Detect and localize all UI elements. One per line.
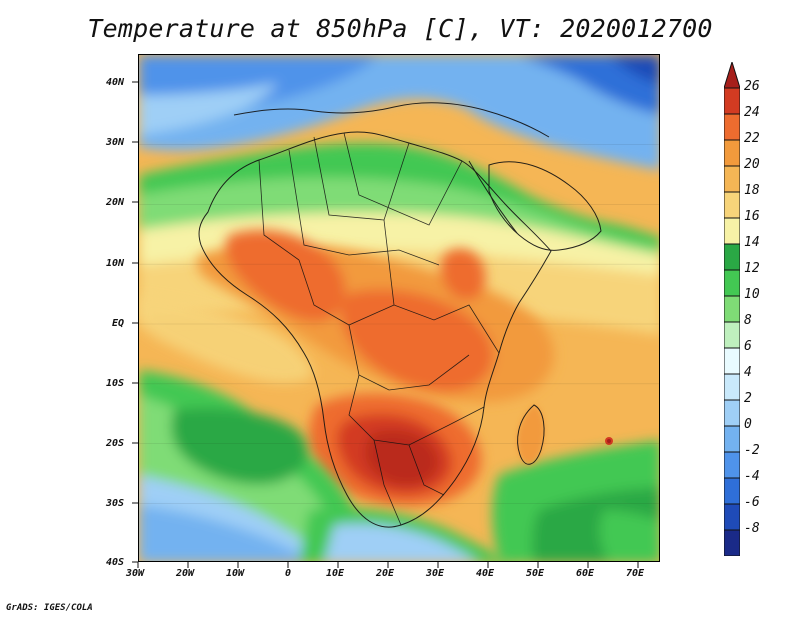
colorbar-bin-6	[724, 347, 740, 375]
colorbar-bin-24	[724, 113, 740, 141]
colorbar-label-minus4: -4	[744, 469, 760, 484]
colorbar-bin-minus4	[724, 477, 740, 505]
lat-label-40n: 40N	[106, 77, 125, 88]
lat-label-20s: 20S	[106, 438, 125, 449]
lon-label-0: 0	[285, 568, 292, 579]
colorbar-bin-20	[724, 165, 740, 193]
colorbar-bin-16	[724, 217, 740, 245]
lon-label-20w: 20W	[176, 568, 195, 579]
lon-label-20e: 20E	[376, 568, 395, 579]
colorbar-label-minus8: -8	[744, 521, 760, 536]
colorbar-label-minus6: -6	[744, 495, 760, 510]
colorbar-label-6: 6	[744, 339, 752, 354]
colorbar-bin-18	[724, 191, 740, 219]
lon-label-60e: 60E	[576, 568, 595, 579]
lat-label-40s: 40S	[106, 557, 125, 568]
colorbar-label-2: 2	[744, 391, 752, 406]
colorbar-bin-10	[724, 295, 740, 323]
colorbar-label-minus2: -2	[744, 443, 760, 458]
lon-label-50e: 50E	[526, 568, 545, 579]
colorbar-label-26: 26	[744, 79, 760, 94]
temperature-field	[139, 55, 659, 561]
colorbar-bin-26	[724, 87, 740, 115]
colorbar-label-10: 10	[744, 287, 760, 302]
colorbar-bin-14	[724, 243, 740, 271]
lat-label-10s: 10S	[106, 378, 125, 389]
lon-label-70e: 70E	[626, 568, 645, 579]
colorbar-bin-2	[724, 399, 740, 427]
lon-label-30w: 30W	[126, 568, 145, 579]
colorbar-label-12: 12	[744, 261, 760, 276]
lat-label-10n: 10N	[106, 258, 125, 269]
colorbar-label-0: 0	[744, 417, 752, 432]
colorbar-label-8: 8	[744, 313, 752, 328]
lat-label-20n: 20N	[106, 197, 125, 208]
colorbar-label-4: 4	[744, 365, 752, 380]
colorbar-bin-minus2	[724, 451, 740, 479]
colorbar-bin-minus6	[724, 503, 740, 531]
lon-label-30e: 30E	[426, 568, 445, 579]
colorbar-bin-4	[724, 373, 740, 401]
colorbar-label-18: 18	[744, 183, 760, 198]
chart-title: Temperature at 850hPa [C], VT: 202001270…	[87, 14, 713, 43]
colorbar-bin-minus8	[724, 529, 740, 556]
colorbar-bin-22	[724, 139, 740, 167]
lon-label-10e: 10E	[326, 568, 345, 579]
colorbar-label-22: 22	[744, 131, 760, 146]
lat-label-eq: EQ	[112, 318, 125, 329]
lon-label-40e: 40E	[476, 568, 495, 579]
temperature-map	[138, 54, 660, 562]
colorbar-top-arrow	[724, 62, 740, 89]
colorbar-label-14: 14	[744, 235, 760, 250]
colorbar-label-20: 20	[744, 157, 760, 172]
lat-label-30s: 30S	[106, 498, 125, 509]
lon-label-10w: 10W	[226, 568, 245, 579]
colorbar-bin-12	[724, 269, 740, 297]
lat-label-30n: 30N	[106, 137, 125, 148]
colorbar-label-16: 16	[744, 209, 760, 224]
colorbar-label-24: 24	[744, 105, 760, 120]
credit-text: GrADS: IGES/COLA	[6, 603, 93, 613]
colorbar-bin-8	[724, 321, 740, 349]
colorbar-bin-0	[724, 425, 740, 453]
colorbar	[724, 62, 740, 556]
